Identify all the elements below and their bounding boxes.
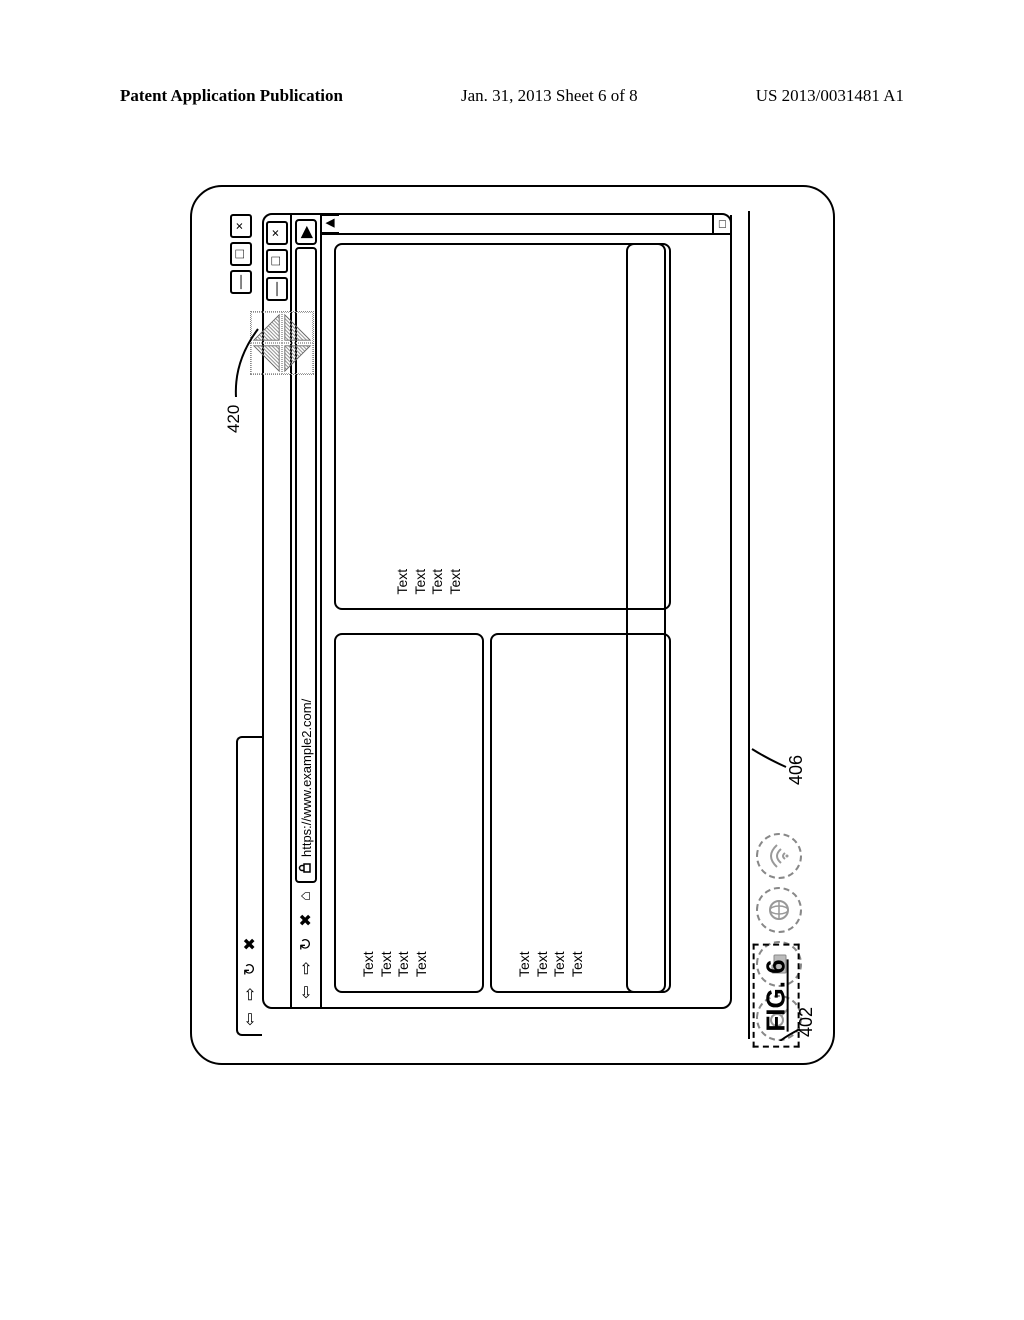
header-center: Jan. 31, 2013 Sheet 6 of 8 [461,86,638,106]
lock-icon [298,861,315,875]
pane-right: Text Text Text Text [334,243,671,611]
nav-stop-icon[interactable]: ✖ [239,933,261,955]
back-window-controls: — □ × [230,214,252,294]
figure-canvas: ⇦ ⇨ ↻ ✖ — □ × — □ × ⇦ ⇨ ↻ ✖ ⌂ ht [190,185,835,1065]
text-line: Text [394,259,412,595]
address-url: https://www.example2.com/ [299,699,314,857]
pane-top-left: Text Text Text Text [334,633,484,993]
nav-back-icon[interactable]: ⇦ [295,981,317,1003]
scroll-up-icon[interactable]: ▶ [321,214,339,234]
taskbar-wifi-icon[interactable] [756,833,802,879]
text-line: Text [378,649,396,977]
text-line: Text [516,649,534,977]
callout-420: 420 [224,405,244,433]
minimize-button[interactable]: — [230,270,252,294]
taskbar-divider [748,211,750,1039]
close-button[interactable]: × [230,214,252,238]
browser-window-front: — □ × ⇦ ⇨ ↻ ✖ ⌂ https://www.example2.com… [262,213,732,1009]
figure-label: FIG. 6 [753,943,800,1047]
maximize-button[interactable]: □ [230,242,252,266]
text-line: Text [534,649,552,977]
vertical-scrollbar[interactable]: ▶ □ [322,215,730,235]
text-line: Text [447,259,465,595]
text-line: Text [429,259,447,595]
text-line: Text [395,649,413,977]
nav-reload-icon[interactable]: ↻ [295,933,317,955]
device-taskbar [748,211,749,1039]
callout-406: 406 [786,755,807,785]
content-panes: Text Text Text Text Text Text Text Text … [334,243,674,993]
back-window-toolbar: ⇦ ⇨ ↻ ✖ [236,736,262,1036]
minimize-button[interactable]: — [266,277,288,301]
scroll-down-icon[interactable]: □ [712,215,732,233]
text-line: Text [569,649,587,977]
nav-forward-icon[interactable]: ⇨ [239,983,261,1005]
ref-number: 420 [224,405,243,433]
text-line: Text [412,259,430,595]
page-header: Patent Application Publication Jan. 31, … [120,86,904,106]
maximize-button[interactable]: □ [266,249,288,273]
text-line: Text [551,649,569,977]
header-right: US 2013/0031481 A1 [756,86,904,106]
close-button[interactable]: × [266,221,288,245]
taskbar-globe-icon[interactable] [756,887,802,933]
nav-forward-icon[interactable]: ⇨ [295,957,317,979]
page-content: ▶ □ Text Text Text Text Text Text Text T… [322,215,730,1007]
text-line: Text [360,649,378,977]
pane-bottom-strip [626,243,666,993]
header-left: Patent Application Publication [120,86,343,106]
text-line: Text [413,649,431,977]
nav-stop-icon[interactable]: ✖ [295,909,317,931]
nav-reload-icon[interactable]: ↻ [239,958,261,980]
nav-back-icon[interactable]: ⇦ [239,1008,261,1030]
go-button[interactable]: ▶ [295,219,317,245]
nav-home-icon[interactable]: ⌂ [295,885,317,907]
